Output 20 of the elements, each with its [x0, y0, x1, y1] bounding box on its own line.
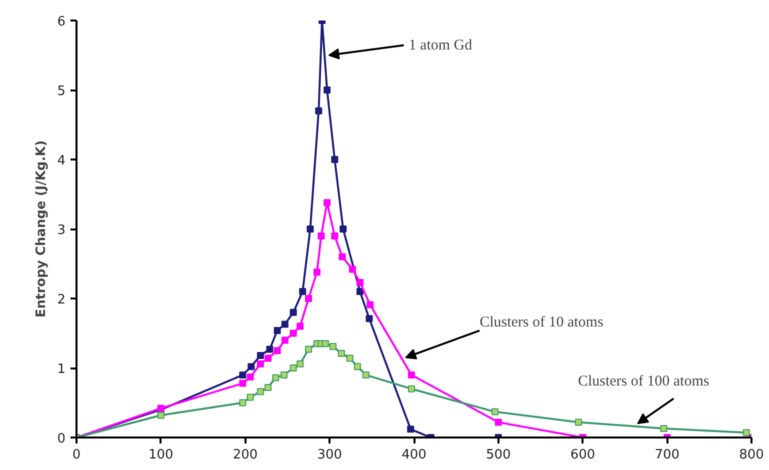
x-tick-label: 300 [317, 448, 342, 462]
y-tick-label: 4 [57, 154, 66, 168]
x-tick-label: 400 [402, 448, 426, 462]
y-tick-label: 6 [57, 14, 66, 30]
x-tick-label: 800 [739, 448, 764, 462]
x-tick-label: 100 [148, 448, 174, 462]
y-tick-label: 5 [57, 84, 66, 99]
annotation: Clusters of 10 atoms [480, 314, 604, 331]
x-tick-label: 0 [72, 448, 81, 462]
x-tick-label: 200 [232, 448, 258, 462]
y-tick-label: 1 [57, 362, 66, 377]
y-tick-label: 3 [57, 223, 66, 238]
y-tick-label: 0 [57, 432, 66, 446]
x-tick-label: 600 [570, 448, 596, 462]
annotation: 1 atom Gd [408, 37, 473, 54]
x-tick-label: 700 [654, 448, 680, 462]
annotation: Clusters of 100 atoms [578, 374, 710, 390]
y-tick-label: 2 [57, 292, 66, 308]
x-tick-label: 500 [486, 448, 511, 462]
y-axis-title: Entropy Change (J/Kg.K) [34, 140, 50, 318]
